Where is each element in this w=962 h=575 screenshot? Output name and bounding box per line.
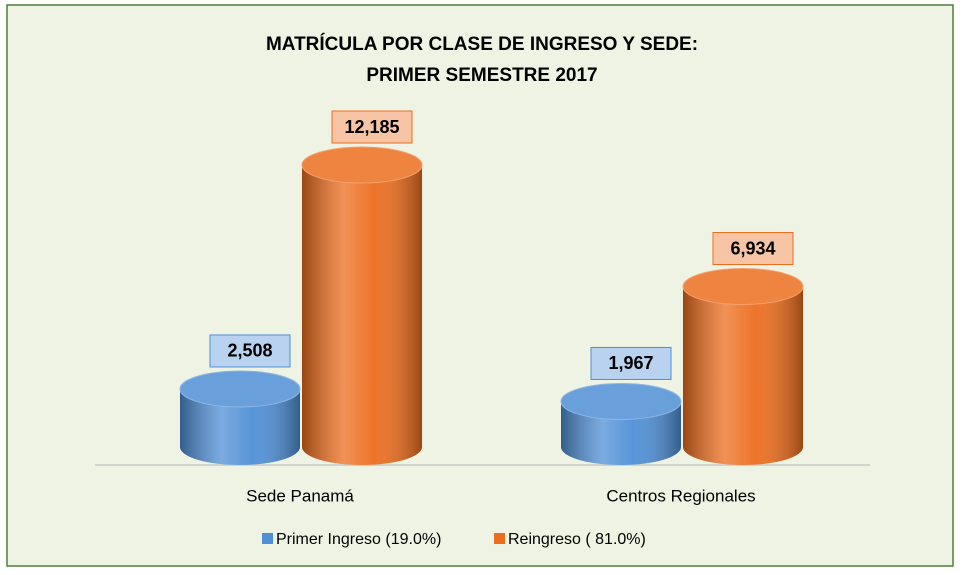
x-tick-label: Centros Regionales xyxy=(606,486,755,505)
chart-frame xyxy=(6,4,954,567)
bar-shade xyxy=(302,165,422,465)
data-label: 2,508 xyxy=(227,341,272,361)
bar-shade xyxy=(683,286,803,465)
data-label: 12,185 xyxy=(344,117,399,137)
bar-top xyxy=(179,370,301,408)
chart-title: MATRÍCULA POR CLASE DE INGRESO Y SEDE: xyxy=(266,33,698,55)
bar-shade xyxy=(180,388,300,465)
legend-label: Primer Ingreso (19.0%) xyxy=(276,531,441,548)
x-tick-label: Sede Panamá xyxy=(246,486,354,505)
chart-subtitle: PRIMER SEMESTRE 2017 xyxy=(366,65,597,86)
bar-top xyxy=(682,268,804,306)
bar-top xyxy=(560,382,682,420)
data-label: 1,967 xyxy=(608,353,653,373)
data-label-box xyxy=(209,334,291,368)
legend-swatch xyxy=(262,533,273,544)
data-label-box xyxy=(331,110,413,144)
data-label-box xyxy=(590,346,672,380)
bar-top xyxy=(301,146,423,184)
data-label: 6,934 xyxy=(730,238,775,258)
legend-swatch xyxy=(494,533,505,544)
legend-label: Reingreso ( 81.0%) xyxy=(508,531,646,548)
data-label-box xyxy=(712,232,794,266)
